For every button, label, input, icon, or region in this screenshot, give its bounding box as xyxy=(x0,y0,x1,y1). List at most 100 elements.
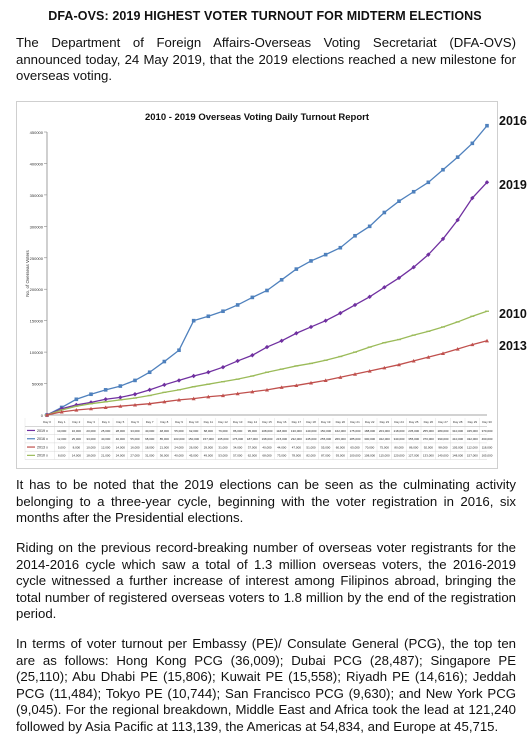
point-2019 xyxy=(250,353,255,358)
point-2013 xyxy=(382,365,387,370)
table-cell: 130,000 xyxy=(291,429,302,433)
table-cell: 0 xyxy=(46,437,48,441)
x-tick-label: Day 28 xyxy=(453,420,463,424)
point-2013 xyxy=(74,407,79,412)
point-2013 xyxy=(147,401,152,406)
point-2016 xyxy=(426,180,431,185)
table-cell: 92,000 xyxy=(424,445,434,449)
table-cell: 10,000 xyxy=(86,445,96,449)
table-cell: 157,000 xyxy=(467,454,478,458)
x-tick-label: Day 20 xyxy=(336,420,346,424)
table-cell: 16,000 xyxy=(72,429,82,433)
table-cell: 255,000 xyxy=(423,429,434,433)
point-2019 xyxy=(132,392,138,397)
series-label-2010: 2010 xyxy=(499,307,527,322)
point-2013 xyxy=(353,372,357,376)
table-cell: 0 xyxy=(46,429,48,433)
x-tick-label: Day 5 xyxy=(116,420,124,424)
point-2013 xyxy=(250,389,255,394)
y-tick-label: 250000 xyxy=(30,256,44,261)
point-2016 xyxy=(309,259,313,263)
table-cell: 5,000 xyxy=(58,445,66,449)
table-cell: 8,000 xyxy=(58,454,66,458)
point-2013 xyxy=(221,393,225,398)
table-cell: 57,000 xyxy=(233,454,243,458)
point-2019 xyxy=(279,338,284,343)
x-tick-label: Day 3 xyxy=(87,420,95,424)
point-2013 xyxy=(206,394,211,399)
table-cell: 65,000 xyxy=(350,445,360,449)
table-cell: 14,000 xyxy=(116,445,126,449)
table-cell: 115,000 xyxy=(379,454,390,458)
x-tick-label: Day 15 xyxy=(262,420,272,424)
point-2016 xyxy=(191,318,196,323)
table-cell: 188,000 xyxy=(364,429,375,433)
point-2019 xyxy=(103,397,108,402)
table-cell: 31,000 xyxy=(218,445,228,449)
point-2016 xyxy=(74,397,79,402)
table-cell: 45,000 xyxy=(189,454,199,458)
table-cell: 47,000 xyxy=(292,445,302,449)
table-cell: 118,000 xyxy=(482,445,493,449)
table-cell: 148,000 xyxy=(452,454,463,458)
x-tick-label: Day 26 xyxy=(424,420,434,424)
point-2013 xyxy=(397,362,401,367)
table-cell: 68,000 xyxy=(145,437,155,441)
table-cell: 24,000 xyxy=(116,454,126,458)
point-2016 xyxy=(206,314,211,319)
table-cell: 55,000 xyxy=(174,429,184,433)
table-cell: 112,000 xyxy=(467,445,478,449)
point-2013 xyxy=(294,383,299,388)
table-cell: 85,000 xyxy=(160,437,170,441)
point-2019 xyxy=(294,331,299,336)
table-cell: 340,000 xyxy=(394,437,405,441)
series-line-2019 xyxy=(46,181,488,416)
point-2013 xyxy=(338,375,343,379)
x-tick-label: Day 27 xyxy=(438,420,448,424)
point-2019 xyxy=(74,402,79,408)
point-2019 xyxy=(118,395,123,400)
table-cell: 26,000 xyxy=(189,445,199,449)
point-2019 xyxy=(396,275,402,281)
table-cell: 175,000 xyxy=(350,429,361,433)
point-2013 xyxy=(455,346,460,351)
legend-label-2016: 2016 xyxy=(37,437,45,441)
table-cell: 266,000 xyxy=(335,437,346,441)
y-axis-label: No. of Overseas Voters xyxy=(25,249,30,296)
table-cell: 40,000 xyxy=(145,429,155,433)
x-tick-label: Day 25 xyxy=(409,420,419,424)
x-tick-label: Day 6 xyxy=(131,420,139,424)
y-tick-label: 350000 xyxy=(30,193,44,198)
x-tick-label: Day 10 xyxy=(189,420,199,424)
x-tick-label: Day 16 xyxy=(277,420,287,424)
table-cell: 75,000 xyxy=(380,445,390,449)
table-cell: 10,000 xyxy=(57,429,67,433)
point-2016 xyxy=(162,359,167,364)
point-2013 xyxy=(45,413,49,417)
table-cell: 62,000 xyxy=(189,429,199,433)
table-cell: 36,000 xyxy=(160,454,170,458)
x-tick-label: Day 30 xyxy=(482,420,492,424)
x-tick-label: Day 2 xyxy=(72,420,80,424)
point-2016 xyxy=(470,141,475,146)
table-cell: 62,000 xyxy=(248,454,258,458)
table-cell: 345,000 xyxy=(467,429,478,433)
point-2013 xyxy=(235,391,240,396)
table-cell: 21,000 xyxy=(160,445,170,449)
point-2013 xyxy=(133,402,137,407)
legend-label-2013: 2013 xyxy=(37,445,45,449)
y-tick-label: 200000 xyxy=(30,287,44,292)
paragraph-1: It has to be noted that the 2019 electio… xyxy=(16,477,516,526)
table-cell: 460,000 xyxy=(482,437,493,441)
point-2019 xyxy=(455,217,460,223)
point-2016 xyxy=(250,295,255,300)
table-cell: 370,000 xyxy=(423,437,434,441)
table-cell: 12,000 xyxy=(57,437,67,441)
table-cell: 12,000 xyxy=(101,445,111,449)
table-cell: 49,000 xyxy=(204,454,214,458)
table-cell: 20,000 xyxy=(86,429,96,433)
point-2016 xyxy=(323,252,328,257)
series-label-2016: 2016 xyxy=(499,113,527,128)
table-cell: 33,000 xyxy=(130,429,140,433)
x-tick-label: Day 13 xyxy=(233,420,243,424)
